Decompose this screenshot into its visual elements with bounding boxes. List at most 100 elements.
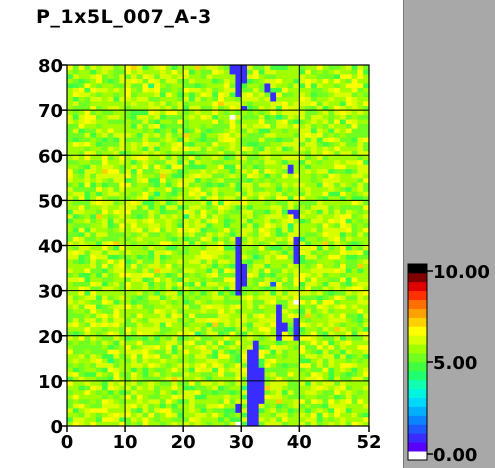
heatmap-cell [247,380,254,386]
heatmap-cell [270,398,277,404]
heatmap-cell [154,344,161,350]
heatmap-cell [67,272,74,278]
heatmap-cell [200,254,207,260]
heatmap-cell [345,349,352,355]
heatmap-cell [159,250,167,255]
heatmap-cell [363,263,370,269]
heatmap-cell [241,326,248,332]
heatmap-cell [165,119,172,125]
heatmap-cell [310,304,318,310]
heatmap-cell [183,159,190,165]
heatmap-cell [276,335,283,341]
heatmap-cell [72,155,80,161]
heatmap-cell [188,421,196,427]
heatmap-cell [177,168,184,174]
heatmap-cell [177,259,184,264]
heatmap-cell [357,182,364,188]
heatmap-cell [84,371,91,377]
heatmap-cell [154,128,161,134]
heatmap-cell [287,281,294,287]
heatmap-cell [183,123,190,129]
heatmap-cell [148,114,155,120]
y-tick-label: 50 [38,191,63,212]
heatmap-cell [107,74,114,79]
heatmap-cell [72,290,80,296]
heatmap-cell [113,83,120,88]
heatmap-cell [113,150,120,156]
heatmap-cell [218,295,225,301]
heatmap-cell [247,78,254,84]
heatmap-cell [241,398,248,404]
heatmap-cell [171,259,178,264]
heatmap-cell [235,344,242,350]
heatmap-cell [84,281,91,287]
heatmap-cell [247,358,254,364]
heatmap-cell [194,132,201,138]
heatmap-cell [357,371,364,377]
heatmap-cell [206,236,213,242]
heatmap-cell [200,344,207,350]
heatmap-cell [206,123,213,129]
heatmap-cell [316,200,323,206]
heatmap-cell [258,412,265,418]
heatmap-cell [334,407,341,413]
heatmap-cell [78,335,85,341]
heatmap-cell [136,114,143,120]
heatmap-cell [188,128,196,134]
heatmap-cell [247,367,254,373]
heatmap-cell [287,218,294,224]
heatmap-cell [316,83,323,88]
heatmap-cell [119,65,126,70]
heatmap-cell [78,114,85,120]
heatmap-cell [67,195,74,201]
heatmap-cell [177,344,184,350]
heatmap-cell [252,92,260,97]
heatmap-cell [72,137,80,143]
heatmap-cell [316,213,323,219]
heatmap-cell [90,286,97,292]
heatmap-cell [305,168,312,174]
heatmap-cell [188,416,196,422]
heatmap-cell [119,209,126,215]
heatmap-cell [293,344,300,350]
heatmap-cell [119,195,126,201]
heatmap-cell [247,123,254,129]
heatmap-cell [276,119,283,125]
heatmap-cell [171,240,178,246]
heatmap-cell [72,353,80,359]
heatmap-cell [334,128,341,134]
colorbar-swatch [408,442,427,452]
heatmap-cell [252,105,260,111]
heatmap-cell [287,295,294,301]
heatmap-cell [200,231,207,237]
heatmap-cell [287,385,294,391]
heatmap-cell [212,299,219,305]
heatmap-cell [293,195,300,201]
heatmap-cell [247,299,254,305]
heatmap-cell [276,389,283,395]
heatmap-cell [316,268,323,273]
heatmap-cell [305,331,312,337]
heatmap-cell [200,299,207,305]
heatmap-cell [206,398,213,404]
heatmap-cell [159,407,167,413]
heatmap-cell [194,146,201,152]
heatmap-cell [328,191,335,197]
heatmap-cell [235,308,242,314]
heatmap-cell [206,173,213,179]
heatmap-cell [339,353,347,359]
heatmap-cell [276,353,283,359]
heatmap-cell [159,286,167,292]
heatmap-cell [90,83,97,88]
heatmap-cell [316,362,323,368]
heatmap-cell [188,191,196,197]
heatmap-cell [119,191,126,197]
heatmap-cell [113,182,120,188]
heatmap-cell [78,96,85,102]
heatmap-cell [177,78,184,84]
heatmap-cell [322,389,329,395]
x-tick-label: 52 [356,432,381,453]
heatmap-cell [136,326,143,332]
heatmap-cell [241,236,248,242]
heatmap-cell [258,254,265,260]
